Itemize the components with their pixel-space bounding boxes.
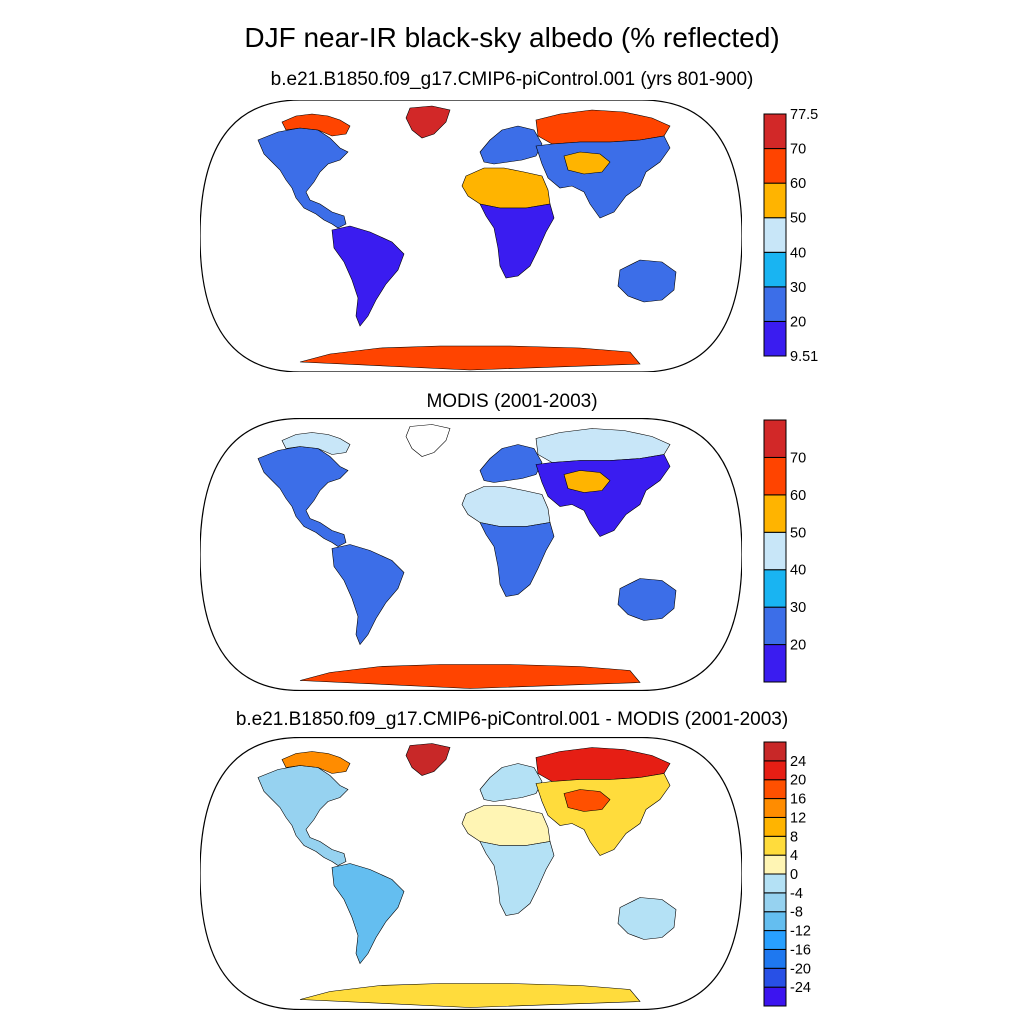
colorbar-swatch	[763, 531, 787, 571]
colorbar-tick-label: 40	[790, 563, 806, 579]
colorbar-tick-label: -4	[790, 886, 803, 902]
colorbar-swatch	[763, 798, 787, 818]
panel-2-colorbar: 20 30 40 50 60 70	[763, 419, 806, 683]
region-antarctica	[299, 345, 641, 371]
colorbar-swatch	[763, 251, 787, 288]
colorbar-tick-label: 20	[790, 773, 806, 789]
colorbar-swatch	[763, 967, 787, 988]
colorbar-swatch	[763, 760, 787, 781]
region-australia	[617, 578, 677, 621]
colorbar-tick-label: 9.51	[790, 349, 818, 365]
region-africa-south	[479, 203, 555, 279]
region-north-america	[257, 765, 349, 866]
region-north-america	[257, 446, 349, 547]
region-greenland	[405, 424, 451, 457]
colorbar-tick-label: 60	[790, 176, 806, 192]
colorbar-tick-label: 0	[790, 867, 798, 883]
map-border	[200, 100, 742, 372]
colorbar-tick-label: 70	[790, 142, 806, 158]
map-border	[200, 418, 742, 691]
colorbar-swatch	[763, 816, 787, 837]
colorbar-swatch	[763, 182, 787, 219]
panel-3-map	[200, 737, 742, 1010]
colorbar-swatch	[763, 217, 787, 253]
panel-1-title: b.e21.B1850.f09_g17.CMIP6-piControl.001 …	[270, 69, 754, 90]
region-south-america	[331, 544, 405, 646]
colorbar-swatch	[763, 494, 787, 533]
region-antarctica	[299, 664, 641, 689]
colorbar-tick-label: 30	[790, 600, 806, 616]
colorbar-tick-label: -20	[790, 961, 811, 977]
colorbar-tick-label: 20	[790, 314, 806, 330]
region-south-america	[331, 225, 405, 327]
colorbar-swatch	[763, 911, 787, 932]
region-arctic-canada	[281, 432, 351, 455]
colorbar-tick-label: 12	[790, 810, 806, 826]
panel-1-map	[200, 100, 742, 372]
colorbar-swatch	[763, 930, 787, 950]
colorbar-swatch	[763, 644, 787, 683]
colorbar-swatch	[763, 835, 787, 856]
colorbar-tick-label: 77.5	[790, 107, 818, 123]
colorbar-swatch	[763, 741, 787, 762]
colorbar-swatch	[763, 873, 787, 894]
panel-3-colorbar: -24 -20 -16 -12 -8 -4 0 4 8 12 16 20 24	[763, 741, 811, 1007]
colorbar-tick-label: 16	[790, 792, 806, 808]
map-border	[200, 737, 742, 1010]
colorbar-swatch	[763, 986, 787, 1007]
region-arctic-canada	[281, 113, 351, 137]
colorbar-tick-label: -8	[790, 905, 803, 921]
colorbar-tick-label: 70	[790, 450, 806, 466]
panel-1-colorbar: 9.51 20 30 40 50 60 70 77.5	[763, 107, 818, 365]
region-south-america	[331, 863, 405, 965]
colorbar-swatch	[763, 148, 787, 184]
colorbar-swatch	[763, 779, 787, 800]
colorbar-tick-label: 30	[790, 280, 806, 296]
figure-title: DJF near-IR black-sky albedo (% reflecte…	[244, 22, 780, 53]
colorbar-tick-label: 8	[790, 829, 798, 845]
colorbar-tick-label: 20	[790, 638, 806, 654]
colorbar-swatch	[763, 892, 787, 913]
panel-3-title: b.e21.B1850.f09_g17.CMIP6-piControl.001 …	[235, 709, 789, 730]
colorbar-tick-label: -24	[790, 980, 811, 996]
colorbar-tick-label: 4	[790, 848, 798, 864]
colorbar-tick-label: 40	[790, 245, 806, 261]
colorbar-swatch	[763, 854, 787, 875]
colorbar-tick-label: -16	[790, 942, 811, 958]
colorbar-swatch	[763, 569, 787, 608]
colorbar-swatch	[763, 113, 787, 150]
region-tibet	[563, 151, 611, 175]
panel-2-map	[200, 418, 742, 691]
region-greenland	[405, 743, 451, 776]
panel-2-title: MODIS (2001-2003)	[426, 391, 598, 412]
colorbar-tick-label: 24	[790, 754, 806, 770]
colorbar-swatch	[763, 320, 787, 357]
region-australia	[617, 897, 677, 940]
region-north-america	[257, 127, 349, 229]
colorbar-swatch	[763, 456, 787, 496]
region-australia	[617, 259, 677, 303]
region-tibet	[563, 470, 611, 493]
region-africa-south	[479, 841, 555, 916]
region-antarctica	[299, 983, 641, 1008]
colorbar-swatch	[763, 419, 787, 458]
colorbar-tick-label: 50	[790, 211, 806, 227]
colorbar-swatch	[763, 286, 787, 322]
colorbar-swatch	[763, 948, 787, 969]
colorbar-tick-label: -12	[790, 924, 811, 940]
region-arctic-canada	[281, 751, 351, 774]
region-greenland	[405, 105, 451, 139]
region-tibet	[563, 789, 611, 812]
colorbar-tick-label: 60	[790, 488, 806, 504]
region-africa-south	[479, 522, 555, 597]
colorbar-swatch	[763, 606, 787, 646]
colorbar-tick-label: 50	[790, 525, 806, 541]
